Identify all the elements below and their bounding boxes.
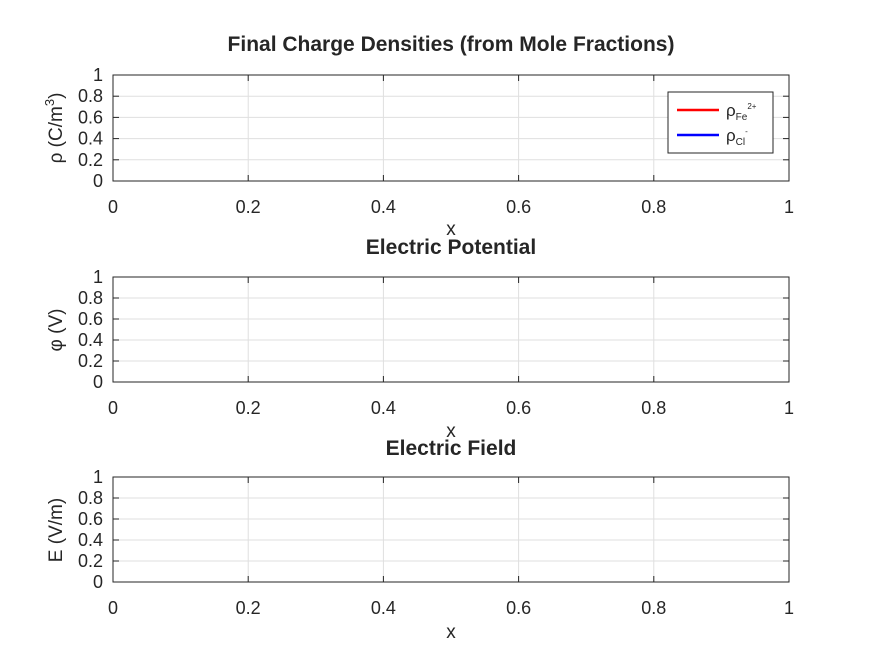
x-tick-label: 0.8 <box>641 197 666 217</box>
x-tick-label: 0.2 <box>236 398 261 418</box>
legend-box <box>667 91 774 154</box>
y-tick-label: 0 <box>93 572 103 592</box>
legend-label-cl-sub: Cl <box>736 137 745 148</box>
panel-electric-potential: Electric Potential 0 0.2 0.4 0.6 0.8 100.20.4… <box>46 236 794 442</box>
y-tick-label: 1 <box>93 267 103 287</box>
legend-label-cl-main: ρ <box>726 126 736 145</box>
y-tick-label: 0.6 <box>78 107 103 127</box>
panel-electric-field: Electric Field 0 0.2 0.4 0.6 0.8 100.20.40.60… <box>46 437 794 643</box>
x-tick-label: 0.6 <box>506 197 531 217</box>
plot-area: 0 0.2 0.4 0.6 0.8 100.20.40.60.81 <box>78 267 794 418</box>
x-tick-label: 1 <box>784 197 794 217</box>
y-tick-label: 0.4 <box>78 129 103 149</box>
x-axis-label: x <box>446 219 456 240</box>
x-axis-label: x <box>446 421 456 442</box>
y-tick-label: 0.8 <box>78 288 103 308</box>
plot-background <box>113 477 789 582</box>
x-tick-label: 0.2 <box>236 598 261 618</box>
y-tick-label: 0.8 <box>78 488 103 508</box>
y-tick-label: 0.6 <box>78 509 103 529</box>
chart-title: Final Charge Densities (from Mole Fracti… <box>228 33 675 56</box>
y-tick-label: 0.2 <box>78 351 103 371</box>
y-tick-label: 0.2 <box>78 551 103 571</box>
x-tick-label: 0 <box>108 398 118 418</box>
y-axis-label: ρ (C/m3) <box>42 93 67 164</box>
y-axis-label-main: ρ (C/m <box>46 106 67 163</box>
x-tick-label: 0.8 <box>641 398 666 418</box>
x-tick-label: 0.6 <box>506 598 531 618</box>
axes-box <box>112 276 790 383</box>
legend-label-fe-sub: Fe <box>736 112 748 123</box>
y-tick-label: 0 <box>93 372 103 392</box>
x-tick-label: 0 <box>108 598 118 618</box>
y-tick-label: 0.4 <box>78 330 103 350</box>
x-tick-label: 0.2 <box>236 197 261 217</box>
legend-label-cl-sup: - <box>745 127 748 136</box>
legend-entry-cl: ρCl- <box>677 126 748 148</box>
x-tick-label: 1 <box>784 598 794 618</box>
y-tick-label: 0.2 <box>78 150 103 170</box>
axes-box <box>112 74 790 182</box>
legend-entry-fe: ρFe2+ <box>677 101 757 123</box>
y-tick-label: 0 <box>93 171 103 191</box>
x-tick-label: 0.8 <box>641 598 666 618</box>
x-tick-label: 0.4 <box>371 598 396 618</box>
y-tick-label: 1 <box>93 467 103 487</box>
axes-box <box>112 476 790 583</box>
panel-charge-density: Final Charge Densities (from Mole Fracti… <box>42 33 794 240</box>
chart-title: Electric Potential <box>366 236 536 259</box>
y-axis-label-close: ) <box>46 93 67 99</box>
x-tick-label: 0.4 <box>371 398 396 418</box>
legend-label-cl: ρCl- <box>726 126 748 148</box>
y-axis-label: E (V/m) <box>46 498 67 562</box>
plot-background <box>113 277 789 382</box>
legend: ρFe2+ ρCl- <box>667 91 774 154</box>
y-tick-label: 0.6 <box>78 309 103 329</box>
y-tick-label: 0.8 <box>78 86 103 106</box>
x-tick-label: 0 <box>108 197 118 217</box>
x-tick-label: 0.4 <box>371 197 396 217</box>
y-tick-label: 1 <box>93 65 103 85</box>
legend-label-fe-sup: 2+ <box>747 102 756 111</box>
legend-label-fe: ρFe2+ <box>726 101 757 123</box>
plot-area: 0 0.2 0.4 0.6 0.8 100.20.40.60.81 <box>78 467 794 618</box>
legend-label-fe-main: ρ <box>726 101 736 120</box>
x-axis-label: x <box>446 622 456 643</box>
plot-area: 0 0.2 0.4 0.6 0.8 100.20.40.60.81 <box>78 65 794 217</box>
y-axis-label-sup: 3 <box>42 99 57 106</box>
x-tick-label: 1 <box>784 398 794 418</box>
x-tick-label: 0.6 <box>506 398 531 418</box>
y-axis-label: φ (V) <box>46 309 67 352</box>
y-tick-label: 0.4 <box>78 530 103 550</box>
chart-title: Electric Field <box>386 437 517 460</box>
